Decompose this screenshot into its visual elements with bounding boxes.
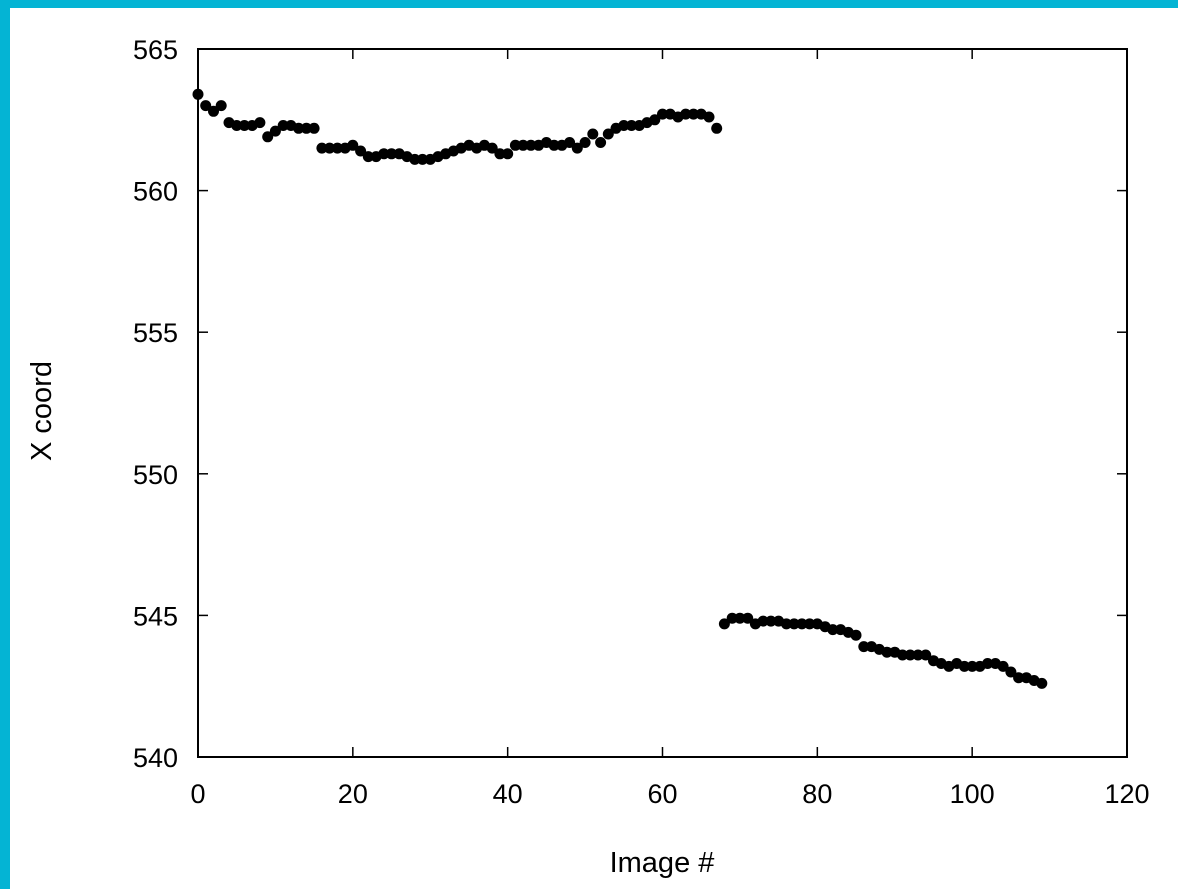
data-point <box>881 646 893 658</box>
data-points <box>192 88 1048 689</box>
data-point <box>796 618 808 630</box>
y-axis-label: X coord <box>26 361 58 461</box>
data-point <box>726 612 738 624</box>
data-point <box>618 120 630 131</box>
plot-area <box>197 48 1128 758</box>
x-tick-label: 20 <box>338 779 368 809</box>
data-point <box>734 612 746 624</box>
data-point <box>680 108 692 120</box>
data-point <box>208 105 219 117</box>
data-point <box>997 660 1009 672</box>
data-point <box>780 618 792 630</box>
data-point <box>587 128 599 140</box>
tick-labels: 0 20 40 60 80 100 120 540 545 550 555 560 565 <box>133 35 1150 809</box>
data-point <box>958 660 970 672</box>
data-point <box>571 142 583 154</box>
data-point <box>703 111 715 123</box>
data-point <box>517 139 529 151</box>
data-point <box>316 142 328 154</box>
data-point <box>1005 666 1017 678</box>
data-point <box>254 117 266 129</box>
data-point <box>788 618 800 630</box>
data-point <box>192 88 204 100</box>
data-point <box>920 649 932 661</box>
data-point <box>649 114 661 126</box>
chart-panel: 0 20 40 60 80 100 120 540 545 550 555 560 565 Image … <box>10 8 1178 889</box>
data-point <box>347 139 359 151</box>
data-point <box>579 137 591 148</box>
data-point <box>595 137 607 148</box>
data-point <box>1036 677 1048 689</box>
scatter-chart: 0 20 40 60 80 100 120 540 545 550 555 560 565 Image … <box>26 35 1150 879</box>
x-tick-label: 100 <box>950 779 995 809</box>
x-tick-label: 80 <box>802 779 832 809</box>
data-point <box>858 641 870 653</box>
data-point <box>386 148 397 160</box>
data-point <box>494 148 506 160</box>
data-point <box>362 151 374 163</box>
data-point <box>502 148 514 160</box>
x-tick-label: 0 <box>190 779 205 809</box>
data-point <box>262 131 274 143</box>
x-tick-label: 60 <box>647 779 677 809</box>
data-point <box>757 615 769 627</box>
data-point <box>293 122 305 134</box>
data-point <box>269 125 281 137</box>
data-point <box>897 649 908 661</box>
axis-ticks <box>197 48 1128 758</box>
data-point <box>409 153 421 165</box>
y-tick-label: 560 <box>133 177 178 207</box>
y-tick-label: 555 <box>133 318 178 348</box>
y-tick-label: 565 <box>133 35 178 65</box>
data-point <box>548 139 560 151</box>
x-axis-label: Image # <box>610 847 715 879</box>
data-point <box>355 145 367 157</box>
data-point <box>742 612 754 624</box>
data-point <box>718 618 730 630</box>
data-point <box>324 142 336 154</box>
data-point <box>850 629 862 641</box>
data-point <box>804 618 816 630</box>
data-point <box>331 142 343 154</box>
data-point <box>231 120 243 131</box>
data-point <box>417 153 428 165</box>
data-point <box>308 122 320 134</box>
data-point <box>564 137 576 148</box>
data-point <box>912 649 924 661</box>
y-tick-label: 545 <box>133 601 178 631</box>
data-point <box>982 658 994 669</box>
data-point <box>238 120 250 131</box>
data-point <box>1013 672 1025 684</box>
data-point <box>827 624 839 636</box>
data-point <box>215 100 227 112</box>
data-point <box>688 108 699 120</box>
x-tick-label: 40 <box>493 779 523 809</box>
data-point <box>657 108 668 120</box>
data-point <box>300 122 312 134</box>
data-point <box>602 128 614 140</box>
data-point <box>378 148 390 160</box>
data-point <box>966 660 978 672</box>
data-point <box>626 120 637 131</box>
data-point <box>711 122 723 134</box>
data-point <box>200 100 212 112</box>
data-point <box>765 615 777 627</box>
data-point <box>486 142 498 154</box>
x-tick-label: 120 <box>1104 779 1149 809</box>
data-point <box>525 139 537 151</box>
y-tick-label: 550 <box>133 460 178 490</box>
data-point <box>509 139 521 151</box>
data-point <box>277 120 289 131</box>
y-tick-label: 540 <box>133 743 178 773</box>
data-point <box>904 649 916 661</box>
